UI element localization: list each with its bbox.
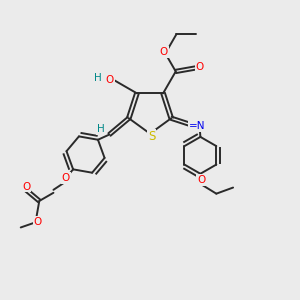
Text: O: O [22, 182, 30, 191]
Text: O: O [196, 62, 204, 72]
Text: H: H [97, 124, 105, 134]
Text: O: O [160, 47, 168, 57]
Text: O: O [197, 175, 206, 185]
Text: O: O [34, 217, 42, 226]
Text: H: H [94, 73, 101, 82]
Text: O: O [106, 75, 114, 85]
Text: O: O [62, 173, 70, 183]
Text: S: S [148, 130, 155, 142]
Text: =N: =N [188, 121, 205, 131]
